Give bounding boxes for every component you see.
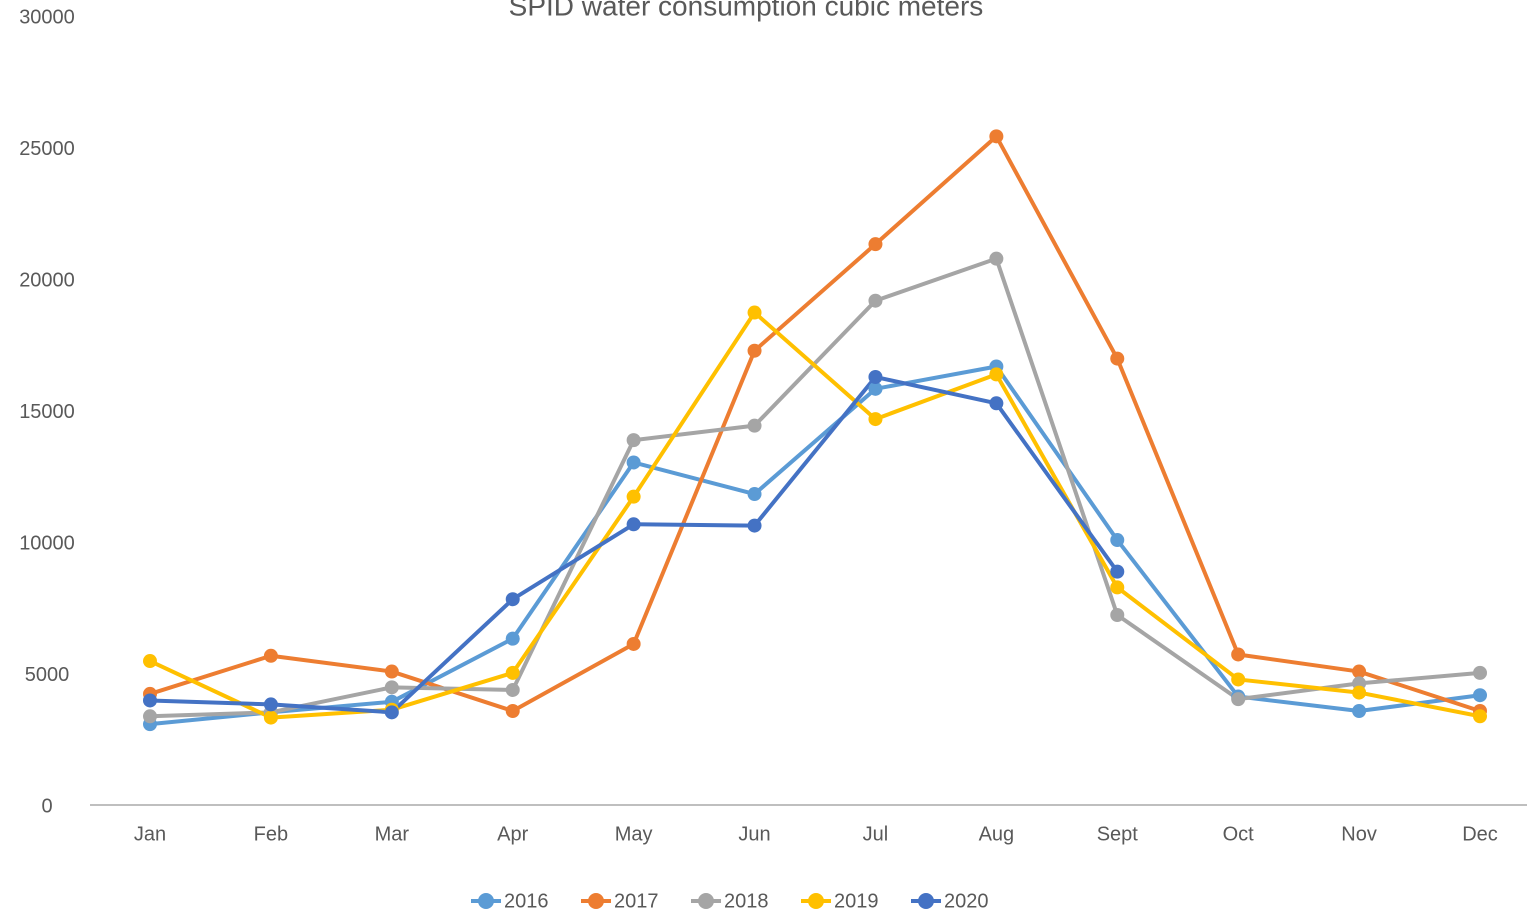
- series-line: [149, 364, 1481, 727]
- point: [505, 631, 520, 646]
- x-tick-label: Nov: [1341, 823, 1377, 845]
- point: [1352, 704, 1367, 719]
- point: [505, 665, 520, 680]
- point: [505, 682, 520, 697]
- point: [868, 293, 883, 308]
- y-tick-label: 5000: [25, 664, 70, 686]
- point: [989, 129, 1004, 144]
- x-tick-label: Dec: [1462, 823, 1498, 845]
- point: [263, 697, 278, 712]
- point: [384, 680, 399, 695]
- x-tick-label: May: [615, 823, 653, 845]
- point: [747, 418, 762, 433]
- point: [989, 367, 1004, 382]
- point: [1352, 664, 1367, 679]
- x-tick-label: Mar: [375, 823, 410, 845]
- legend-marker: [918, 893, 934, 909]
- point: [1110, 564, 1125, 579]
- point: [143, 709, 157, 724]
- x-tick-label: Sept: [1097, 823, 1139, 845]
- point: [868, 237, 883, 252]
- chart-title: SPID water consumption cubic meters: [509, 0, 984, 21]
- point: [384, 664, 399, 679]
- point: [626, 433, 641, 448]
- legend-marker: [698, 893, 714, 909]
- point: [747, 305, 762, 320]
- series-line: [149, 134, 1481, 714]
- y-tick-label: 30000: [19, 6, 75, 28]
- point: [626, 489, 641, 504]
- x-tick-label: Feb: [254, 823, 288, 845]
- point: [143, 693, 157, 708]
- point: [1110, 351, 1125, 366]
- legend-label: 2020: [944, 890, 989, 912]
- point: [1231, 692, 1246, 707]
- point: [747, 343, 762, 358]
- legend-marker: [588, 893, 604, 909]
- point: [384, 705, 399, 720]
- x-tick-label: Jun: [738, 823, 770, 845]
- y-tick-label: 25000: [19, 138, 75, 160]
- legend-marker: [478, 893, 494, 909]
- legend-label: 2018: [724, 890, 769, 912]
- point: [263, 648, 278, 663]
- point: [505, 704, 520, 719]
- point: [626, 636, 641, 651]
- point: [1231, 647, 1246, 662]
- x-tick-label: Jan: [134, 823, 166, 845]
- x-tick-label: Oct: [1223, 823, 1255, 845]
- point: [1473, 709, 1487, 724]
- point: [1231, 672, 1246, 687]
- y-tick-label: 15000: [19, 401, 75, 423]
- point: [747, 487, 762, 502]
- series-line: [149, 310, 1481, 720]
- y-tick-label: 10000: [19, 532, 75, 554]
- point: [747, 518, 762, 533]
- legend-marker: [808, 893, 824, 909]
- point: [868, 369, 883, 384]
- point: [868, 412, 883, 427]
- point: [1110, 608, 1125, 623]
- point: [1110, 580, 1125, 595]
- point: [1473, 665, 1487, 680]
- point: [1110, 533, 1125, 548]
- series-line: [149, 256, 1481, 719]
- legend-label: 2017: [614, 890, 659, 912]
- point: [1473, 688, 1487, 703]
- x-tick-label: Jul: [863, 823, 889, 845]
- point: [868, 381, 883, 396]
- point: [505, 592, 520, 607]
- y-tick-label: 20000: [19, 269, 75, 291]
- y-tick-label: 0: [41, 795, 52, 817]
- point: [263, 710, 278, 725]
- x-tick-label: Aug: [979, 823, 1015, 845]
- x-tick-label: Apr: [497, 823, 528, 845]
- series-line: [149, 374, 1119, 715]
- point: [626, 517, 641, 532]
- legend-label: 2016: [504, 890, 549, 912]
- point: [989, 251, 1004, 266]
- point: [626, 455, 641, 470]
- point: [989, 396, 1004, 411]
- point: [1352, 685, 1367, 700]
- point: [143, 654, 157, 669]
- legend-label: 2019: [834, 890, 879, 912]
